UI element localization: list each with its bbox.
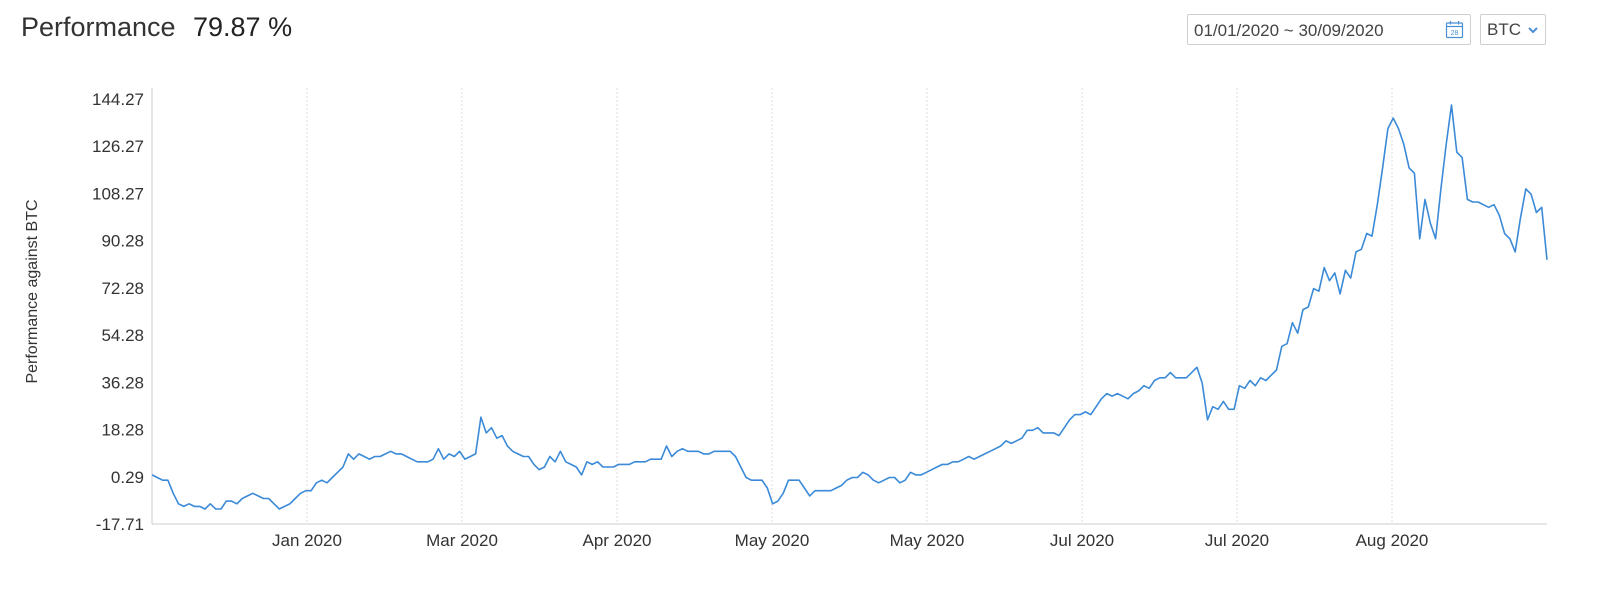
date-range-value: 01/01/2020 ~ 30/09/2020 xyxy=(1194,21,1384,40)
y-tick-label: -17.71 xyxy=(96,515,144,534)
y-tick-label: 18.28 xyxy=(101,421,144,440)
y-tick-label: 36.28 xyxy=(101,373,144,392)
y-tick-label: 144.27 xyxy=(92,90,144,109)
x-tick-label: Aug 2020 xyxy=(1356,531,1429,550)
currency-select[interactable]: BTC xyxy=(1480,14,1546,45)
y-tick-label: 126.27 xyxy=(92,137,144,156)
calendar-icon[interactable]: 28 xyxy=(1445,20,1464,39)
x-tick-label: May 2020 xyxy=(890,531,965,550)
date-range-picker[interactable]: 01/01/2020 ~ 30/09/2020 28 xyxy=(1187,14,1471,45)
chevron-down-icon xyxy=(1528,27,1538,34)
y-tick-label: 90.28 xyxy=(101,232,144,251)
x-tick-label: Jul 2020 xyxy=(1050,531,1114,550)
x-tick-label: Mar 2020 xyxy=(426,531,498,550)
series-line-0 xyxy=(151,104,1548,510)
calendar-day: 28 xyxy=(1451,30,1459,37)
y-tick-label: 0.29 xyxy=(111,468,144,487)
x-tick-label: Jul 2020 xyxy=(1205,531,1269,550)
page-title: Performance xyxy=(21,12,176,42)
currency-value: BTC xyxy=(1487,20,1521,39)
y-tick-label: 72.28 xyxy=(101,279,144,298)
y-tick-label: 108.27 xyxy=(92,184,144,203)
y-axis-title: Performance against BTC xyxy=(24,199,41,383)
x-tick-label: May 2020 xyxy=(735,531,810,550)
performance-value: 79.87 % xyxy=(193,12,293,42)
x-tick-label: Jan 2020 xyxy=(272,531,342,550)
x-tick-label: Apr 2020 xyxy=(583,531,652,550)
y-tick-label: 54.28 xyxy=(101,326,144,345)
